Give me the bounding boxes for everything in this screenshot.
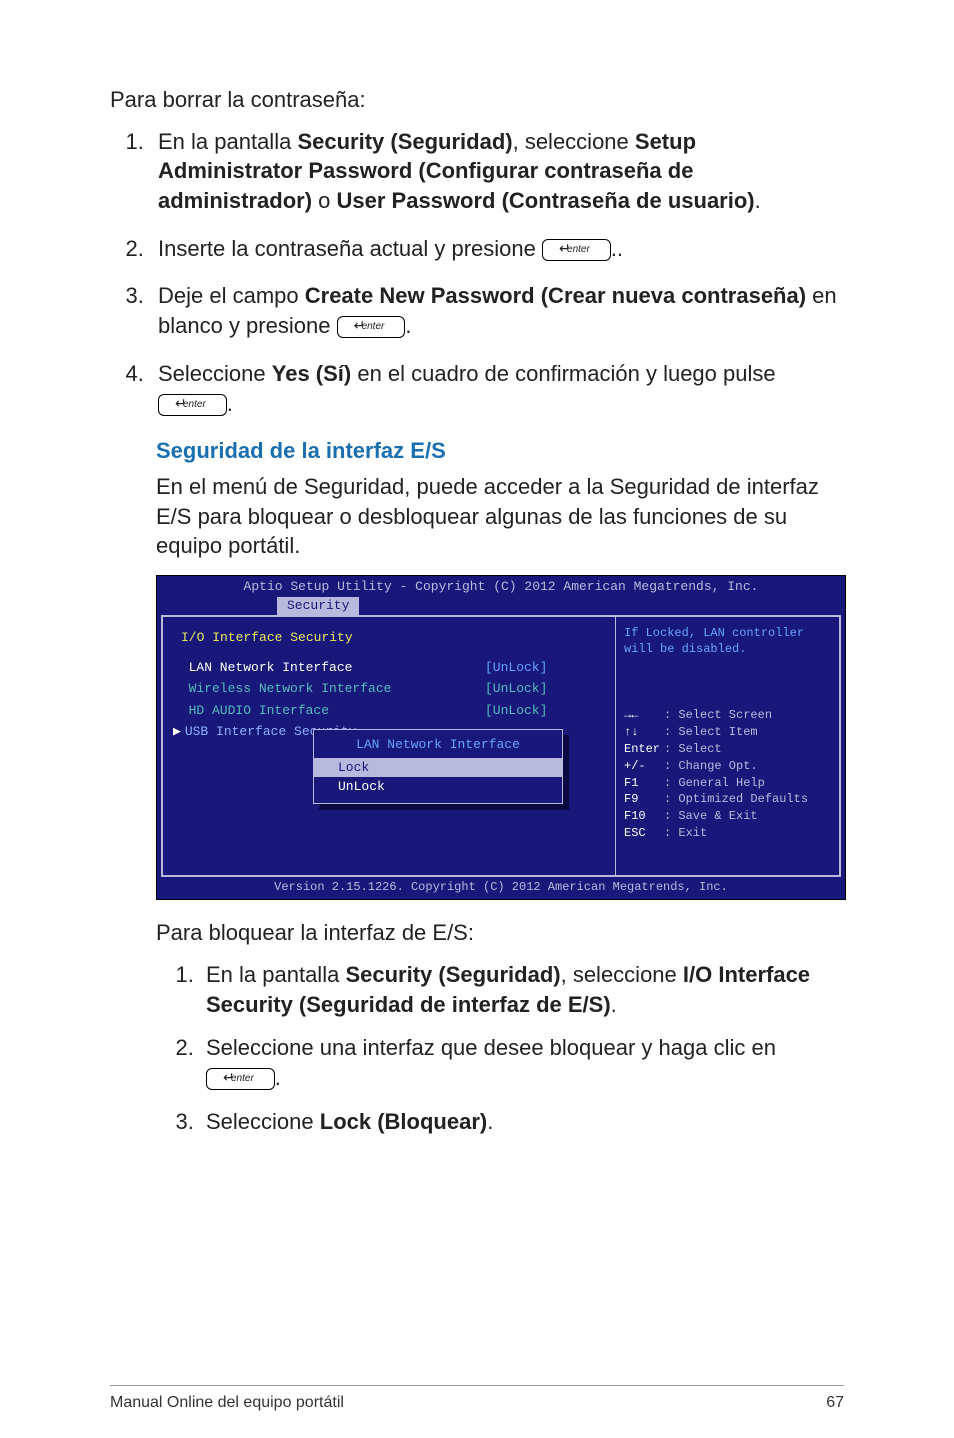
step-3: Deje el campo Create New Password (Crear… [150, 281, 844, 340]
ls1-post: . [611, 992, 617, 1017]
footer-left: Manual Online del equipo portátil [110, 1392, 344, 1414]
bios-help-line: →←: Select Screen [624, 707, 831, 724]
delete-pw-steps: En la pantalla Security (Seguridad), sel… [110, 127, 844, 419]
footer-page-number: 67 [826, 1392, 844, 1414]
step-2: Inserte la contraseña actual y presione … [150, 234, 844, 264]
delete-pw-intro: Para borrar la contraseña: [110, 85, 844, 115]
enter-key-icon: enter↵ [542, 239, 611, 261]
ls2-post: . [275, 1065, 281, 1090]
s4-t3: . [227, 391, 233, 416]
s4-t2: en el cuadro de confirmación y luego pul… [351, 361, 775, 386]
ls1-pre: En la pantalla [206, 962, 345, 987]
s3-t3: . [405, 313, 411, 338]
bios-help-line: F1: General Help [624, 775, 831, 792]
s4-t1: Seleccione [158, 361, 272, 386]
ls2-pre: Seleccione una interfaz que desee bloque… [206, 1035, 776, 1060]
bios-footer: Version 2.15.1226. Copyright (C) 2012 Am… [157, 877, 845, 899]
s4-b1: Yes (Sí) [272, 361, 351, 386]
lock-intro: Para bloquear la interfaz de E/S: [156, 918, 844, 948]
enter-key-icon: enter↵ [158, 394, 227, 416]
bios-dialog-title: LAN Network Interface [314, 734, 562, 758]
bios-keymap: →←: Select Screen↑↓: Select ItemEnter: S… [624, 707, 831, 841]
step-4: Seleccione Yes (Sí) en el cuadro de conf… [150, 359, 844, 418]
lock-step-1: En la pantalla Security (Seguridad), sel… [200, 960, 844, 1019]
s1-b1: Security (Seguridad) [297, 129, 512, 154]
ls3-pre: Seleccione [206, 1109, 320, 1134]
bios-dialog-opt-unlock: UnLock [314, 777, 562, 797]
lock-step-2: Seleccione una interfaz que desee bloque… [200, 1033, 844, 1092]
s2-t2: .. [611, 236, 623, 261]
ls1-b1: Security (Seguridad) [345, 962, 560, 987]
io-security-heading: Seguridad de la interfaz E/S [156, 436, 844, 466]
step-1: En la pantalla Security (Seguridad), sel… [150, 127, 844, 216]
bios-dialog-opt-lock: Lock [314, 758, 562, 778]
bios-help-line: Enter: Select [624, 741, 831, 758]
bios-help-line: ↑↓: Select Item [624, 724, 831, 741]
s1-pre: En la pantalla [158, 129, 297, 154]
bios-help-line: ESC: Exit [624, 825, 831, 842]
s2-t1: Inserte la contraseña actual y presione [158, 236, 542, 261]
s1-b3: User Password (Contraseña de usuario) [337, 188, 755, 213]
bios-help-line: +/-: Change Opt. [624, 758, 831, 775]
lock-steps: En la pantalla Security (Seguridad), sel… [200, 960, 844, 1136]
s3-t1: Deje el campo [158, 283, 305, 308]
footer-rule [110, 1385, 844, 1386]
bios-dialog: LAN Network Interface Lock UnLock [313, 729, 563, 804]
s3-b1: Create New Password (Crear nueva contras… [305, 283, 806, 308]
bios-row: LAN Network Interface[UnLock] [173, 657, 605, 679]
bios-help-desc: If Locked, LAN controller will be disabl… [624, 625, 831, 657]
s1-m1: , seleccione [513, 129, 635, 154]
bios-tab-security: Security [277, 597, 359, 615]
bios-help-line: F10: Save & Exit [624, 808, 831, 825]
bios-row: Wireless Network Interface[UnLock] [173, 678, 605, 700]
ls1-mid: , seleccione [561, 962, 683, 987]
lock-step-3: Seleccione Lock (Bloquear). [200, 1107, 844, 1137]
s1-m2: o [312, 188, 336, 213]
enter-key-icon: enter↵ [206, 1068, 275, 1090]
bios-panel-title: I/O Interface Security [173, 625, 605, 657]
enter-key-icon: enter↵ [337, 316, 406, 338]
bios-help-line: F9: Optimized Defaults [624, 791, 831, 808]
bios-title: Aptio Setup Utility - Copyright (C) 2012… [157, 576, 845, 598]
bios-screenshot: Aptio Setup Utility - Copyright (C) 2012… [156, 575, 844, 900]
bios-row: HD AUDIO Interface[UnLock] [173, 700, 605, 722]
ls3-post: . [487, 1109, 493, 1134]
ls3-b1: Lock (Bloquear) [320, 1109, 487, 1134]
io-security-body: En el menú de Seguridad, puede acceder a… [156, 472, 844, 561]
s1-suf: . [755, 188, 761, 213]
